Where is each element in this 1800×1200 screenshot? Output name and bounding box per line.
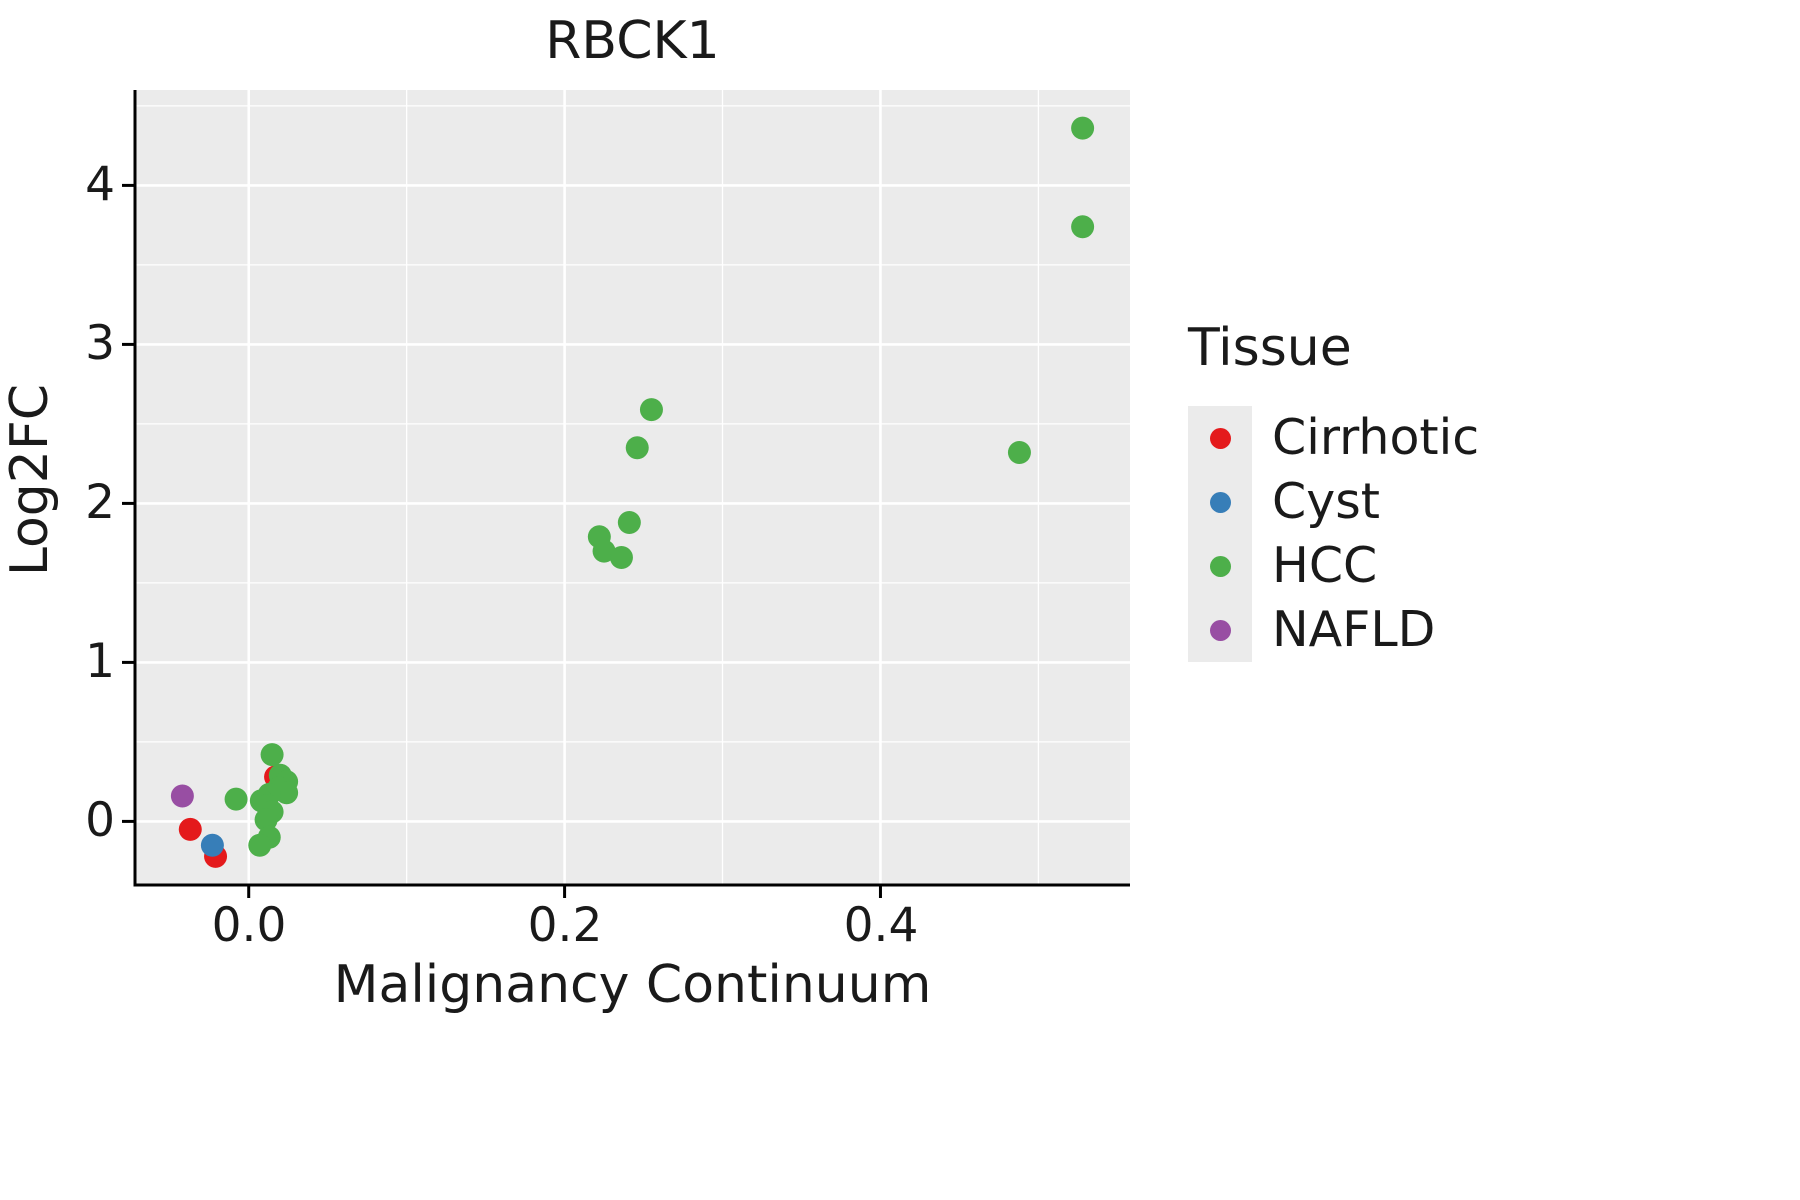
y-tick-label: 2 xyxy=(85,475,115,530)
y-tick-label: 0 xyxy=(85,793,115,848)
y-tick-label: 1 xyxy=(85,634,115,689)
legend-key xyxy=(1188,598,1252,662)
legend-label: Cyst xyxy=(1272,473,1380,530)
legend: Tissue Cirrhotic Cyst HCC NAFLD xyxy=(1188,318,1479,662)
x-tick-label: 0.0 xyxy=(211,898,287,953)
cyst-dot-icon xyxy=(1209,491,1231,513)
legend-item-cirrhotic: Cirrhotic xyxy=(1188,406,1479,470)
x-tick-label: 0.4 xyxy=(843,898,919,953)
legend-key xyxy=(1188,534,1252,598)
legend-label: HCC xyxy=(1272,537,1378,594)
legend-item-hcc: HCC xyxy=(1188,534,1479,598)
x-axis-label: Malignancy Continuum xyxy=(333,955,932,1015)
legend-key xyxy=(1188,406,1252,470)
legend-label: Cirrhotic xyxy=(1272,409,1480,466)
legend-item-nafld: NAFLD xyxy=(1188,598,1479,662)
cirrhotic-dot-icon xyxy=(1209,427,1231,449)
y-tick-label: 4 xyxy=(85,157,115,212)
y-axis-label: Log2FC xyxy=(0,383,60,577)
legend-label: NAFLD xyxy=(1272,601,1436,658)
chart-title: RBCK1 xyxy=(545,11,720,71)
legend-title: Tissue xyxy=(1188,318,1352,378)
legend-item-cyst: Cyst xyxy=(1188,470,1479,534)
nafld-dot-icon xyxy=(1209,619,1231,641)
legend-key xyxy=(1188,470,1252,534)
y-tick-label: 3 xyxy=(85,316,115,371)
x-tick-label: 0.2 xyxy=(527,898,603,953)
hcc-dot-icon xyxy=(1209,555,1231,577)
